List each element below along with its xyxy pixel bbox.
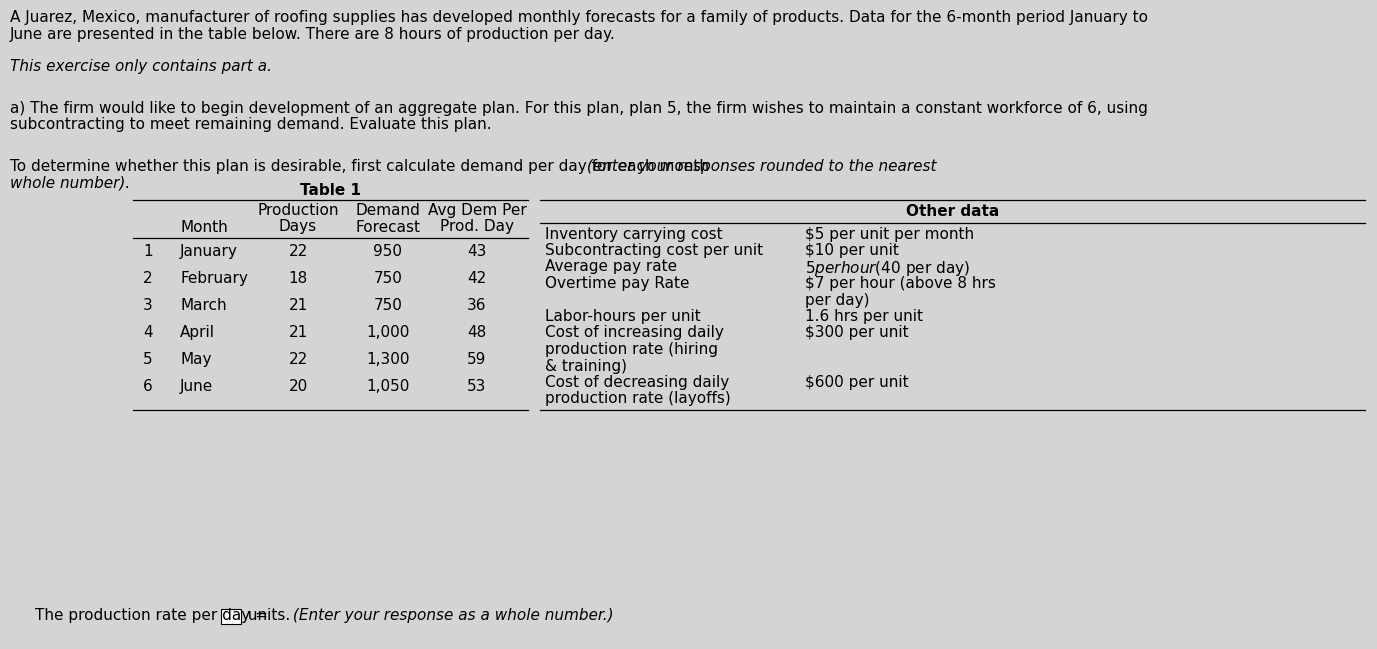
Text: The production rate per day =: The production rate per day = xyxy=(34,608,269,623)
Text: Cost of increasing daily: Cost of increasing daily xyxy=(545,326,724,341)
Text: production rate (layoffs): production rate (layoffs) xyxy=(545,391,731,406)
Text: Forecast: Forecast xyxy=(355,219,420,234)
Text: 1.6 hrs per unit: 1.6 hrs per unit xyxy=(806,309,923,324)
Text: 4: 4 xyxy=(143,325,153,340)
Text: $7 per hour (above 8 hrs: $7 per hour (above 8 hrs xyxy=(806,276,996,291)
Text: Table 1: Table 1 xyxy=(300,183,361,198)
Text: Average pay rate: Average pay rate xyxy=(545,260,677,275)
Text: June: June xyxy=(180,379,213,394)
Text: 53: 53 xyxy=(467,379,486,394)
Text: 1,300: 1,300 xyxy=(366,352,410,367)
Text: 43: 43 xyxy=(467,244,486,259)
Text: Demand: Demand xyxy=(355,203,420,218)
Text: subcontracting to meet remaining demand. Evaluate this plan.: subcontracting to meet remaining demand.… xyxy=(10,117,492,132)
Text: 750: 750 xyxy=(373,298,402,313)
Text: Prod. Day: Prod. Day xyxy=(441,219,514,234)
Text: Days: Days xyxy=(280,219,317,234)
Text: 36: 36 xyxy=(467,298,486,313)
FancyBboxPatch shape xyxy=(222,609,241,624)
Text: 22: 22 xyxy=(288,352,307,367)
Text: a) The firm would like to begin development of an aggregate plan. For this plan,: a) The firm would like to begin developm… xyxy=(10,101,1148,116)
Text: January: January xyxy=(180,244,238,259)
Text: Production: Production xyxy=(257,203,339,218)
Text: 20: 20 xyxy=(288,379,307,394)
Text: June are presented in the table below. There are 8 hours of production per day.: June are presented in the table below. T… xyxy=(10,27,616,42)
Text: (enter your responses rounded to the nearest: (enter your responses rounded to the nea… xyxy=(581,158,936,173)
Text: To determine whether this plan is desirable, first calculate demand per day for : To determine whether this plan is desira… xyxy=(10,158,709,173)
Text: 1,000: 1,000 xyxy=(366,325,410,340)
Text: $10 per unit: $10 per unit xyxy=(806,243,899,258)
Text: 21: 21 xyxy=(288,325,307,340)
Text: Other data: Other data xyxy=(906,204,1000,219)
Text: 1,050: 1,050 xyxy=(366,379,410,394)
Text: 2: 2 xyxy=(143,271,153,286)
Text: $300 per unit: $300 per unit xyxy=(806,326,909,341)
Text: 48: 48 xyxy=(467,325,486,340)
Text: per day): per day) xyxy=(806,293,869,308)
Text: 22: 22 xyxy=(288,244,307,259)
Text: $5 per unit per month: $5 per unit per month xyxy=(806,227,974,241)
Text: Overtime pay Rate: Overtime pay Rate xyxy=(545,276,690,291)
Text: 950: 950 xyxy=(373,244,402,259)
Text: 750: 750 xyxy=(373,271,402,286)
Text: (Enter your response as a whole number.): (Enter your response as a whole number.) xyxy=(288,608,613,623)
Text: 3: 3 xyxy=(143,298,153,313)
Text: Inventory carrying cost: Inventory carrying cost xyxy=(545,227,723,241)
Text: May: May xyxy=(180,352,212,367)
Text: 59: 59 xyxy=(467,352,486,367)
Text: 1: 1 xyxy=(143,244,153,259)
Text: Cost of decreasing daily: Cost of decreasing daily xyxy=(545,375,730,390)
Text: A Juarez, Mexico, manufacturer of roofing supplies has developed monthly forecas: A Juarez, Mexico, manufacturer of roofin… xyxy=(10,10,1148,25)
Text: February: February xyxy=(180,271,248,286)
Text: April: April xyxy=(180,325,215,340)
Text: & training): & training) xyxy=(545,358,627,374)
Text: March: March xyxy=(180,298,227,313)
Text: 6: 6 xyxy=(143,379,153,394)
Text: This exercise only contains part a.: This exercise only contains part a. xyxy=(10,60,273,75)
Text: units.: units. xyxy=(244,608,291,623)
Text: Avg Dem Per: Avg Dem Per xyxy=(428,203,526,218)
Text: Month: Month xyxy=(180,219,227,234)
Text: 18: 18 xyxy=(288,271,307,286)
Text: Labor-hours per unit: Labor-hours per unit xyxy=(545,309,701,324)
Text: 21: 21 xyxy=(288,298,307,313)
Text: 5: 5 xyxy=(143,352,153,367)
Text: production rate (hiring: production rate (hiring xyxy=(545,342,717,357)
Text: 42: 42 xyxy=(467,271,486,286)
Text: whole number).: whole number). xyxy=(10,175,131,190)
Text: Subcontracting cost per unit: Subcontracting cost per unit xyxy=(545,243,763,258)
Text: $5 per hour ($40 per day): $5 per hour ($40 per day) xyxy=(806,260,969,278)
Text: $600 per unit: $600 per unit xyxy=(806,375,909,390)
